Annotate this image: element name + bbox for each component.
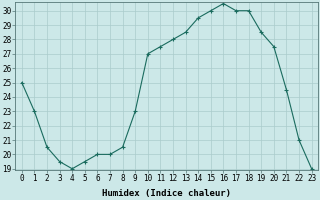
- X-axis label: Humidex (Indice chaleur): Humidex (Indice chaleur): [102, 189, 231, 198]
